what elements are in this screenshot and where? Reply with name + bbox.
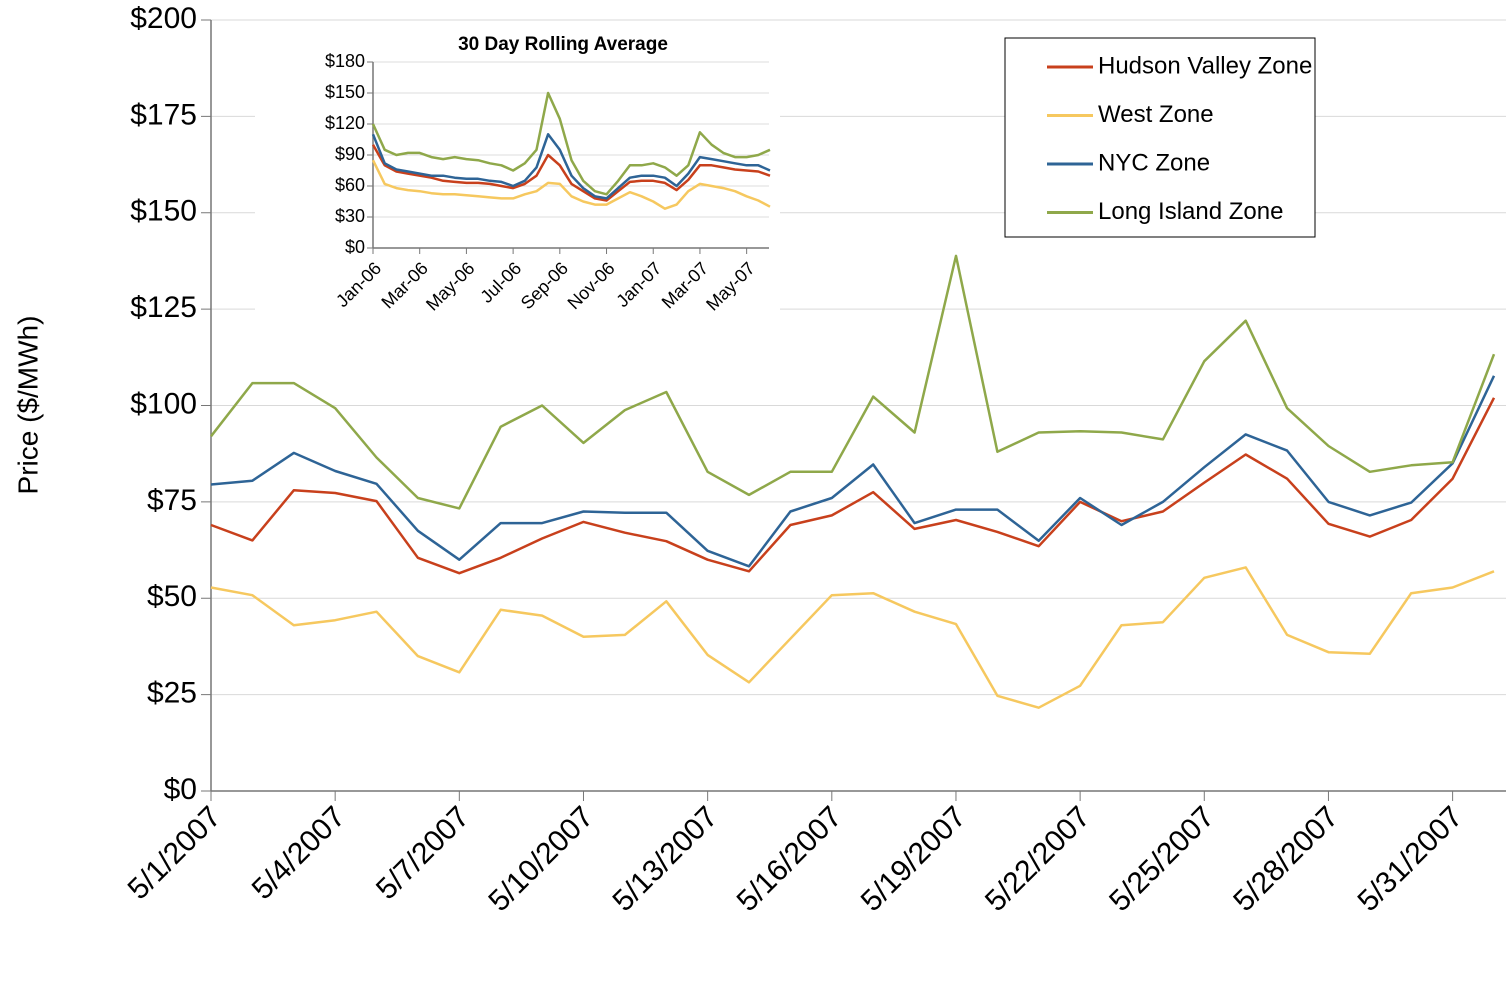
x-tick-label: 5/25/2007 xyxy=(1103,800,1221,918)
y-tick-label: $200 xyxy=(130,2,197,35)
x-tick-label: 5/19/2007 xyxy=(855,800,973,918)
series-line xyxy=(371,133,771,200)
y-tick-label: $100 xyxy=(130,387,197,420)
y-tick-label: $150 xyxy=(325,82,365,102)
series-line xyxy=(371,159,771,210)
x-tick-label: 5/10/2007 xyxy=(482,800,600,918)
legend-label: NYC Zone xyxy=(1098,149,1210,176)
x-tick-label: 5/16/2007 xyxy=(731,800,849,918)
y-tick-label: $180 xyxy=(325,51,365,71)
series-line xyxy=(371,91,771,196)
y-tick-label: $60 xyxy=(335,175,365,195)
y-tick-label: $150 xyxy=(130,195,197,228)
y-tick-label: $125 xyxy=(130,291,197,324)
y-tick-label: $25 xyxy=(147,677,197,710)
x-tick-label: 5/7/2007 xyxy=(370,800,476,906)
legend-label: Long Island Zone xyxy=(1098,198,1283,225)
y-tick-label: $120 xyxy=(325,113,365,133)
series-line xyxy=(371,144,771,202)
y-tick-label: $0 xyxy=(164,773,197,806)
y-tick-label: $90 xyxy=(335,144,365,164)
series-line xyxy=(210,566,1495,709)
x-tick-label: 5/31/2007 xyxy=(1351,800,1469,918)
x-tick-label: 5/4/2007 xyxy=(246,800,352,906)
series-line xyxy=(210,254,1496,510)
legend-box xyxy=(1004,37,1316,238)
y-tick-label: $30 xyxy=(335,206,365,226)
legend-label: Hudson Valley Zone xyxy=(1098,52,1312,79)
x-tick-label: 5/28/2007 xyxy=(1227,800,1345,918)
y-tick-label: $0 xyxy=(345,237,365,257)
y-tick-label: $50 xyxy=(147,580,197,613)
y-tick-label: $175 xyxy=(130,98,197,131)
legend: Hudson Valley Zone West Zone NYC Zone Long … xyxy=(1004,37,1316,238)
series-line xyxy=(210,397,1496,575)
x-tick-label: 5/22/2007 xyxy=(979,800,1097,918)
series-line xyxy=(210,375,1496,568)
x-tick-label: 5/1/2007 xyxy=(122,800,228,906)
chart-title: 30 Day Rolling Average xyxy=(458,34,668,55)
legend-label: West Zone xyxy=(1098,101,1214,128)
y-tick-label: $75 xyxy=(147,484,197,517)
y-axis-label: Price ($/MWh) xyxy=(12,316,43,495)
x-tick-label: 5/13/2007 xyxy=(606,800,724,918)
